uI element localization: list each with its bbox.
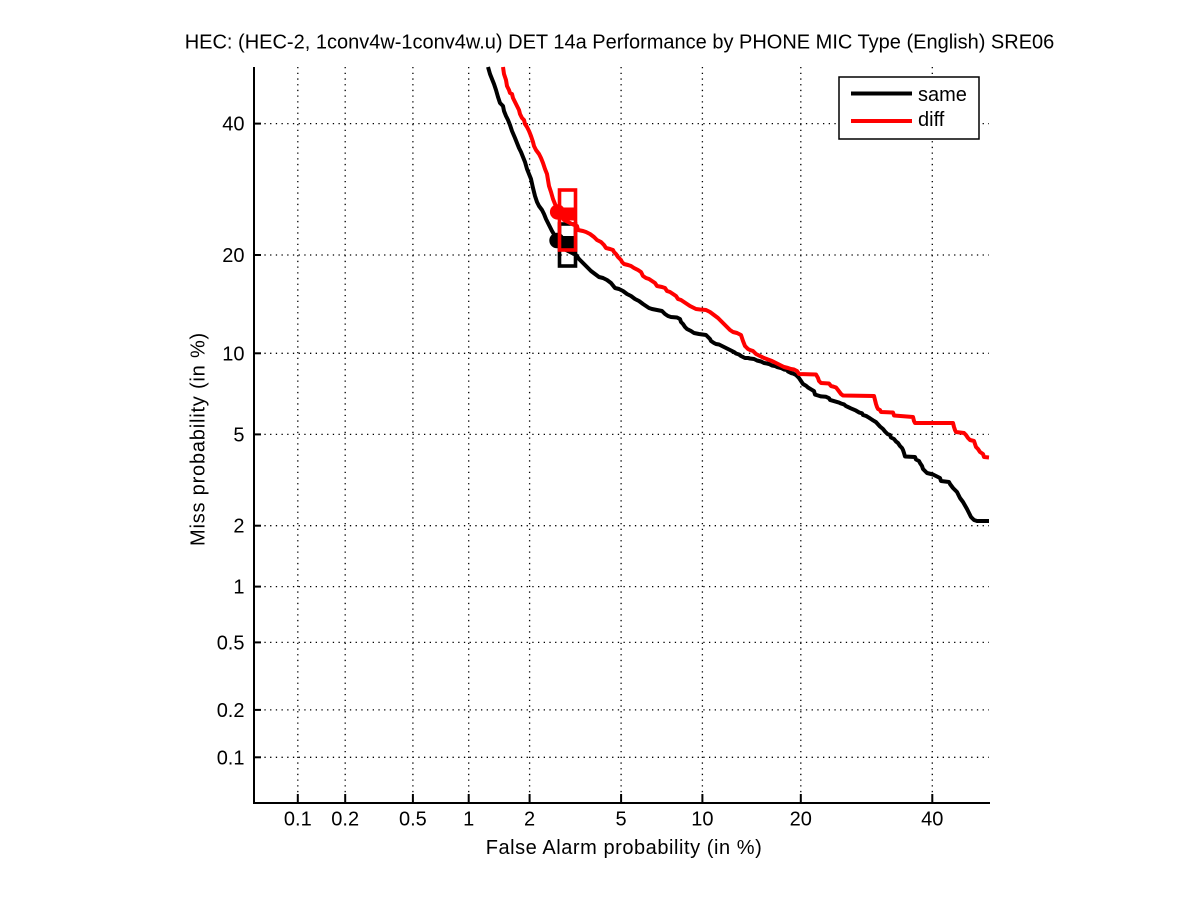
svg-text:Miss probability (in %): Miss probability (in %) bbox=[188, 332, 210, 546]
svg-text:2: 2 bbox=[233, 516, 244, 538]
svg-text:0.1: 0.1 bbox=[284, 809, 312, 831]
svg-text:1: 1 bbox=[233, 577, 244, 599]
svg-text:same: same bbox=[918, 84, 967, 106]
svg-text:0.5: 0.5 bbox=[399, 809, 427, 831]
svg-text:False Alarm probability (in %): False Alarm probability (in %) bbox=[486, 837, 763, 859]
svg-text:20: 20 bbox=[790, 809, 812, 831]
svg-text:40: 40 bbox=[921, 809, 943, 831]
svg-text:10: 10 bbox=[222, 343, 244, 365]
svg-text:0.2: 0.2 bbox=[331, 809, 359, 831]
svg-text:5: 5 bbox=[616, 809, 627, 831]
svg-text:0.1: 0.1 bbox=[217, 747, 245, 769]
svg-text:20: 20 bbox=[222, 245, 244, 267]
svg-text:2: 2 bbox=[524, 809, 535, 831]
svg-text:diff: diff bbox=[918, 109, 945, 131]
svg-text:HEC: (HEC-2, 1conv4w-1conv4w.u: HEC: (HEC-2, 1conv4w-1conv4w.u) DET 14a … bbox=[185, 32, 1055, 54]
svg-text:10: 10 bbox=[691, 809, 713, 831]
svg-text:5: 5 bbox=[233, 424, 244, 446]
svg-text:0.2: 0.2 bbox=[217, 700, 245, 722]
svg-text:0.5: 0.5 bbox=[217, 632, 245, 654]
svg-text:40: 40 bbox=[222, 114, 244, 136]
svg-text:1: 1 bbox=[463, 809, 474, 831]
